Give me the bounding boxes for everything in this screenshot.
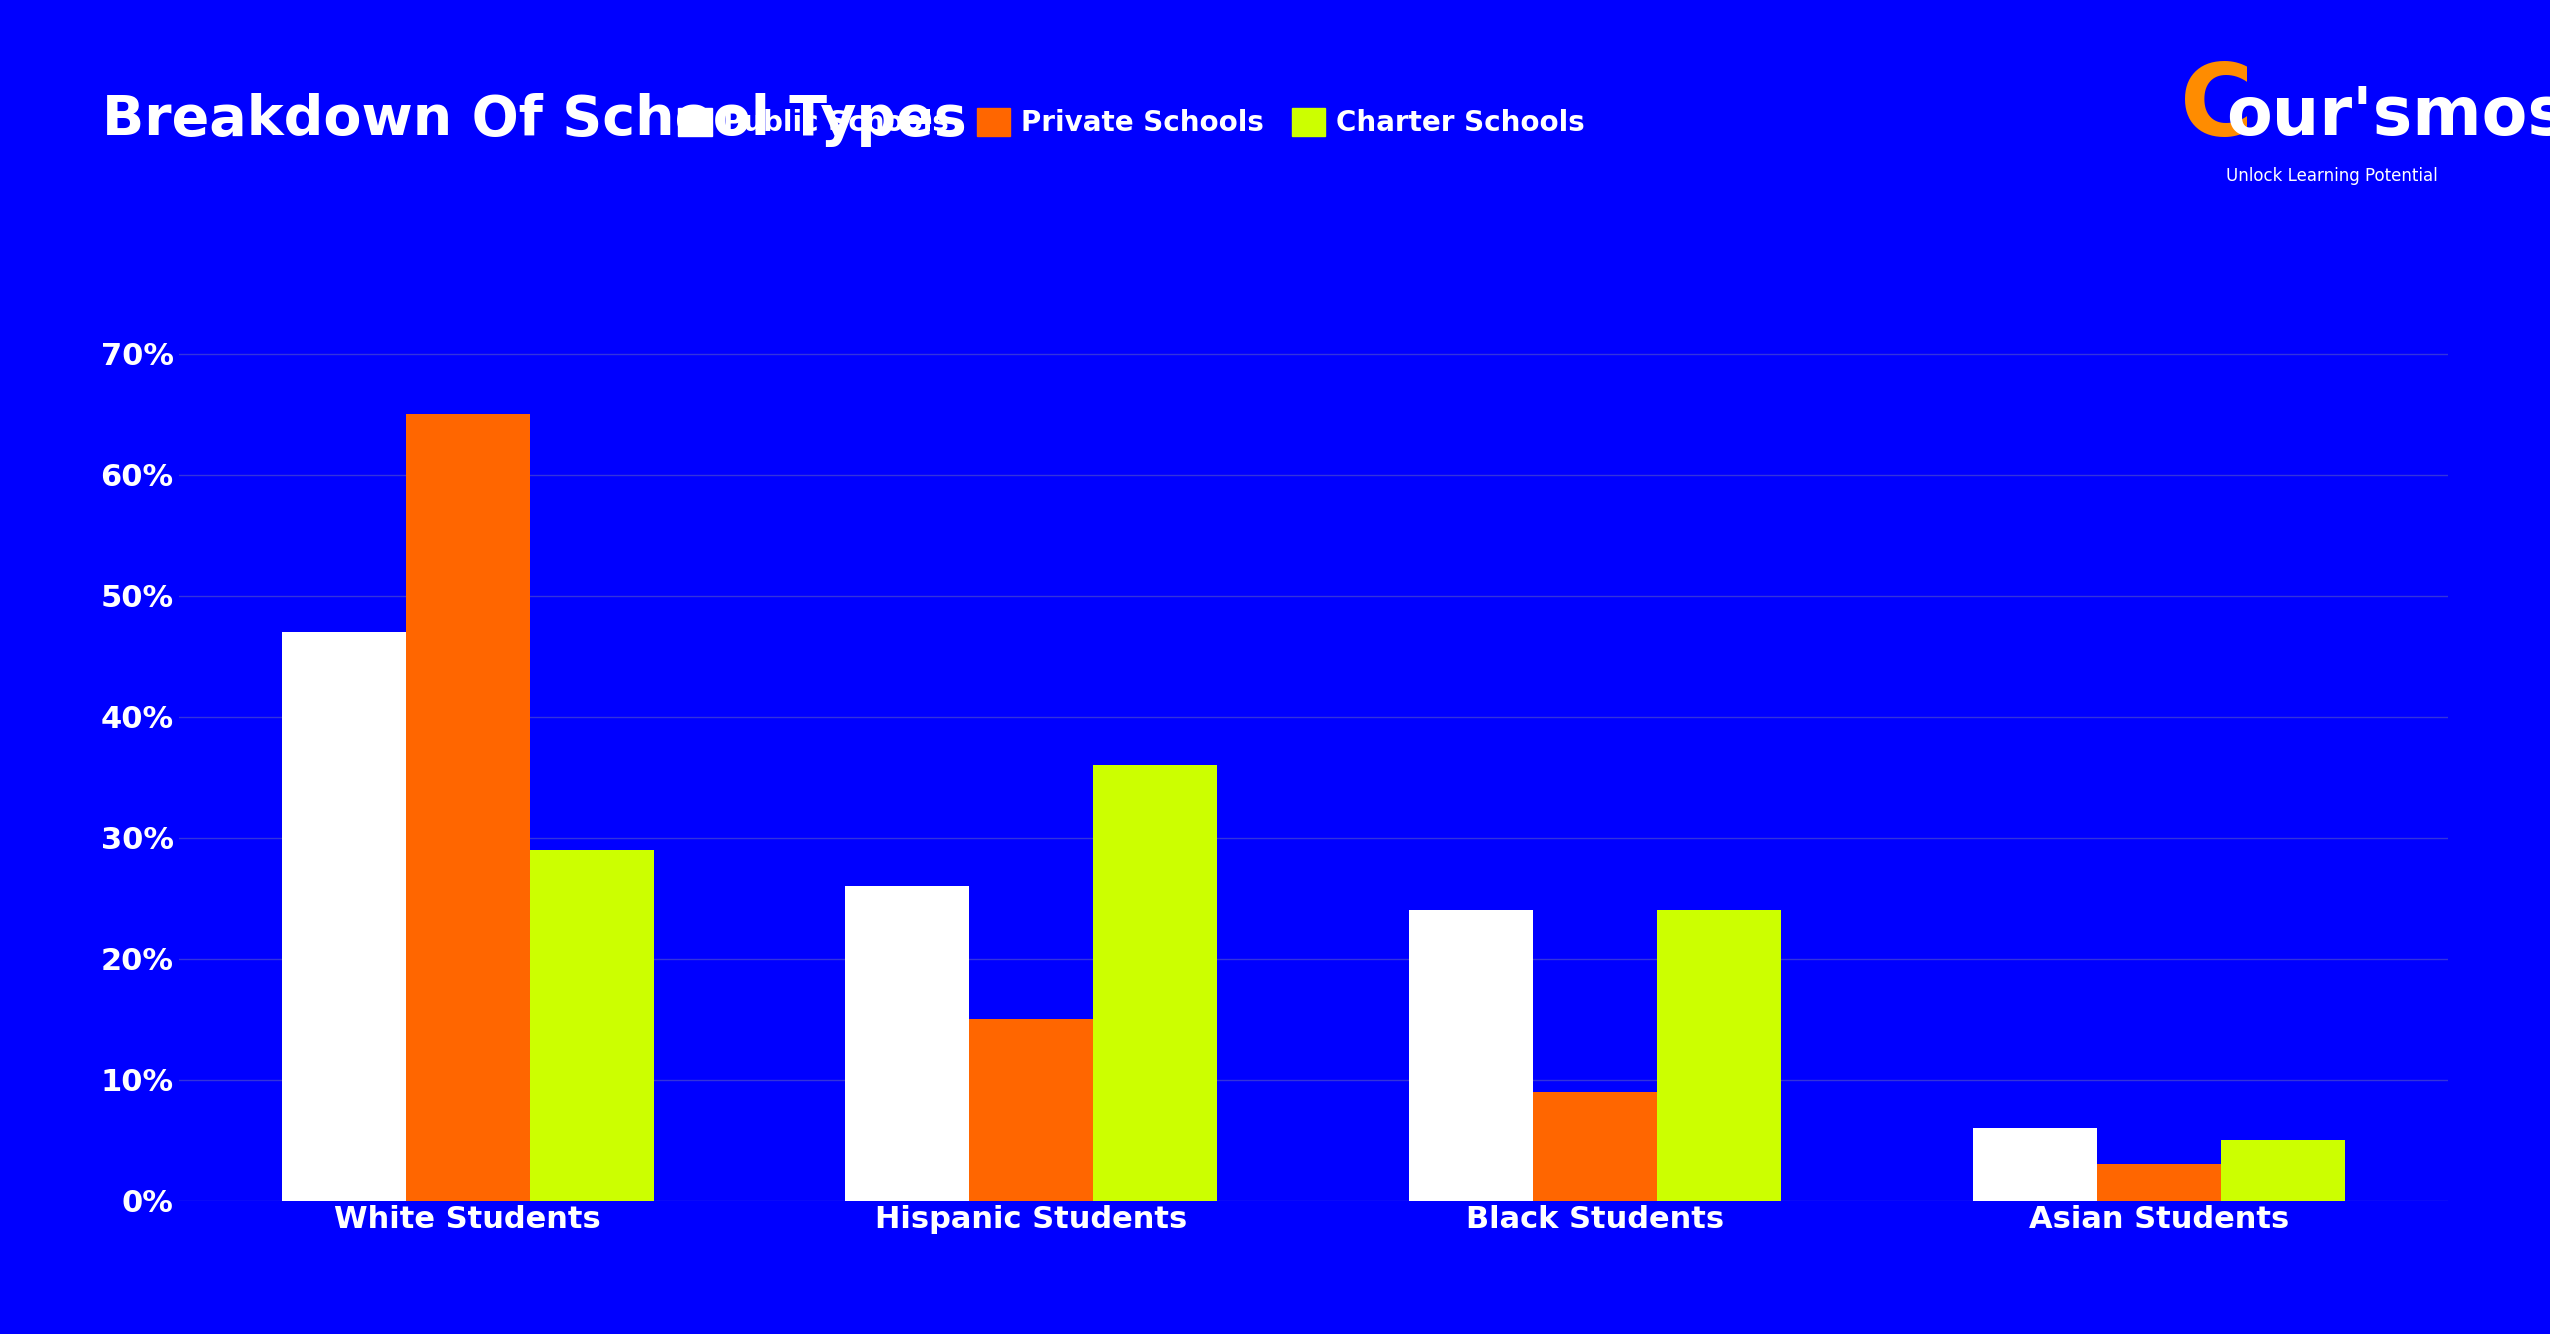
Bar [1094,766,1216,1201]
Text: our'smos: our'smos [2226,83,2550,148]
Bar [847,886,969,1201]
Bar [280,632,405,1201]
Bar [969,1019,1094,1201]
Bar [1533,1091,1658,1201]
Bar [530,850,653,1201]
Legend: Public Schools, Private Schools, Charter Schools: Public Schools, Private Schools, Charter… [678,108,1586,137]
Bar [1410,910,1533,1201]
Text: Unlock Learning Potential: Unlock Learning Potential [2226,167,2438,184]
Bar [1974,1129,2096,1201]
Text: C: C [2180,60,2254,157]
Bar [1658,910,1780,1201]
Bar [405,415,530,1201]
Text: Breakdown Of School Types: Breakdown Of School Types [102,93,966,147]
Bar [2221,1141,2346,1201]
Bar [2096,1165,2221,1201]
